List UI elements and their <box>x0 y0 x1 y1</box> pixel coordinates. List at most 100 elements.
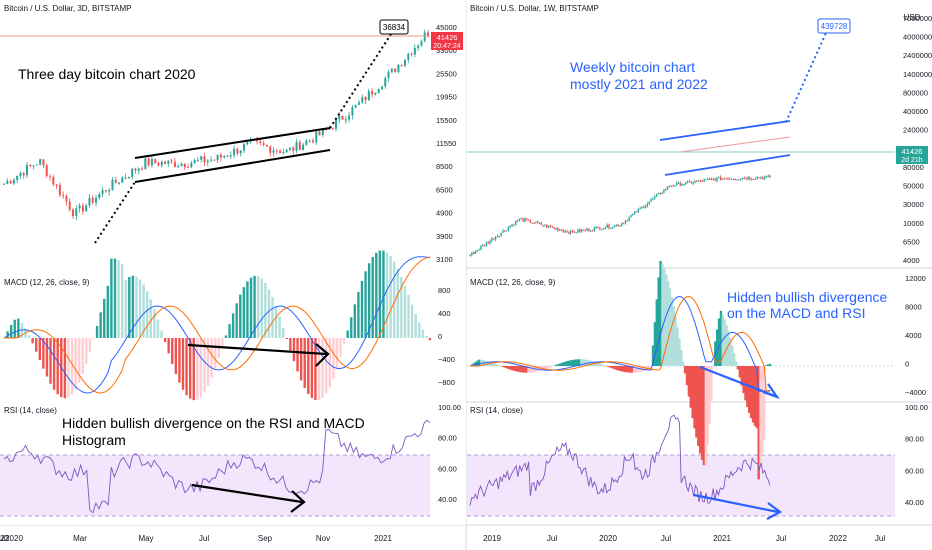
macd-histogram-bar <box>514 366 517 372</box>
macd-histogram-bar <box>353 304 357 338</box>
macd-histogram-bar <box>606 366 609 367</box>
rsi-band <box>0 455 430 516</box>
macd-histogram-bar <box>474 361 477 366</box>
time-tick-label: 2023 <box>0 534 9 543</box>
candle-body <box>650 199 652 202</box>
right-chart-panel[interactable]: 439728 Bitcoin / U.S. Dollar, 1W, BITSTA… <box>0 4 932 543</box>
candle-body <box>504 230 506 232</box>
macd-histogram-bar <box>332 338 335 379</box>
right-rsi-axis: 100.00 80.00 60.00 40.00 <box>905 403 928 507</box>
left-macd-title: MACD (12, 26, close, 9) <box>4 278 90 287</box>
candle-body <box>630 215 632 218</box>
right-price-badge-time: 2d 21h <box>901 157 923 164</box>
macd-histogram-bar <box>748 366 751 413</box>
candle-body <box>672 185 674 187</box>
macd-histogram-bar <box>375 252 378 338</box>
candle-body <box>749 177 751 179</box>
channel-upper-line <box>134 127 331 159</box>
macd-histogram-bar <box>45 338 49 377</box>
macd-histogram-bar <box>142 284 145 338</box>
macd-histogram-bar <box>617 366 621 371</box>
candle-body <box>417 45 420 48</box>
left-macd-pane <box>2 250 432 401</box>
candle-body <box>394 68 397 73</box>
candle-body <box>511 224 513 227</box>
time-tick-label: May <box>138 534 153 543</box>
macd-histogram-bar <box>504 366 508 368</box>
candle-body <box>643 206 645 208</box>
candle-body <box>507 227 510 231</box>
macd-histogram-bar <box>49 338 52 384</box>
macd-histogram-bar <box>517 366 521 372</box>
candle-body <box>282 151 285 154</box>
macd-histogram-bar <box>425 335 428 338</box>
macd-histogram-bar <box>20 322 24 338</box>
macd-histogram-bar <box>589 360 592 366</box>
price-tick-label: 3100 <box>436 255 453 264</box>
candle-body <box>206 160 209 163</box>
candle-body <box>472 252 475 254</box>
macd-histogram-bar <box>619 366 623 372</box>
macd-histogram-bar <box>691 366 694 419</box>
macd-histogram-bar <box>389 256 392 338</box>
channel-upper-line <box>659 120 791 141</box>
macd-histogram-bar <box>614 366 617 370</box>
candle-body <box>311 140 314 143</box>
candle-body <box>617 224 619 227</box>
candle-body <box>677 182 680 184</box>
macd-histogram-bar <box>580 359 583 366</box>
candle-body <box>685 181 687 185</box>
macd-histogram-bar <box>704 366 708 465</box>
time-tick-label: Jul <box>661 534 671 543</box>
macd-histogram-bar <box>565 361 568 366</box>
left-rsi-title: RSI (14, close) <box>4 406 57 415</box>
macd-histogram-bar <box>410 304 414 338</box>
macd-histogram-bar <box>117 260 120 338</box>
left-price-badge <box>431 32 463 50</box>
macd-histogram-bar <box>360 281 364 338</box>
candle-body <box>469 255 471 257</box>
candle-body <box>606 224 608 228</box>
macd-histogram-bar <box>367 263 371 338</box>
candle-body <box>562 230 564 233</box>
candle-body <box>654 196 656 199</box>
right-annotation-title: Weekly bitcoin chart mostly 2021 and 202… <box>570 59 708 92</box>
macd-histogram-bar <box>113 258 117 338</box>
candle-body <box>633 211 636 214</box>
macd-histogram-bar <box>317 338 321 400</box>
candle-body <box>763 176 766 180</box>
price-tick-label: 2400000 <box>903 51 932 60</box>
candle-body <box>348 115 351 120</box>
left-chart-panel[interactable]: 36834 Bitcoin / U.S. Dollar, 3D, BITSTAM… <box>0 0 466 543</box>
macd-histogram-bar <box>282 327 285 338</box>
candle-body <box>236 148 239 154</box>
candle-body <box>758 177 760 179</box>
candle-body <box>586 228 588 231</box>
macd-histogram-bar <box>751 366 755 423</box>
macd-histogram-bar <box>260 278 263 338</box>
candle-body <box>371 91 374 95</box>
macd-histogram-bar <box>719 310 723 366</box>
candle-body <box>718 176 720 178</box>
candle-body <box>200 156 203 160</box>
macd-histogram-bar <box>303 338 306 388</box>
candle-body <box>377 89 380 93</box>
macd-histogram-bar <box>632 366 636 373</box>
candle-body <box>246 141 249 145</box>
macd-histogram-bar <box>485 361 489 366</box>
rsi-tick-label: 40.00 <box>438 495 457 504</box>
candle-body <box>39 159 42 165</box>
macd-histogram-bar <box>128 276 131 338</box>
candle-body <box>551 226 554 228</box>
macd-histogram-bar <box>731 345 734 366</box>
candle-body <box>716 177 718 181</box>
candle-body <box>736 179 738 181</box>
macd-histogram-bar <box>597 362 600 366</box>
candle-body <box>697 180 700 182</box>
time-tick-label: Jul <box>776 534 786 543</box>
left-time-axis: 2020 Mar May Jul Sep Nov 2021 <box>5 534 392 543</box>
macd-histogram-bar <box>625 366 628 373</box>
candle-body <box>745 178 747 180</box>
macd-histogram-bar <box>246 281 249 338</box>
macd-histogram-bar <box>70 338 74 395</box>
